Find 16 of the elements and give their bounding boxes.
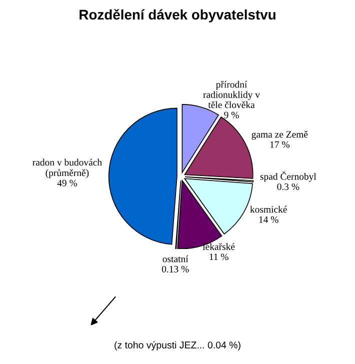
data-label: 17 % bbox=[270, 141, 290, 148]
slice-label: lékařské bbox=[202, 243, 235, 250]
data-label: 0.3 % bbox=[277, 183, 300, 190]
data-label: 49 % bbox=[57, 180, 78, 186]
data-label: 14 % bbox=[259, 216, 278, 223]
slice-label: kosmické bbox=[250, 206, 287, 213]
slice-label: gama ze Země bbox=[252, 130, 308, 140]
data-label: 0.13 % bbox=[162, 266, 189, 272]
slice-label: přírodní radionuklidy v těle člověka bbox=[203, 80, 260, 108]
data-label: 9 % bbox=[224, 112, 239, 118]
slice-label: ostatní bbox=[162, 255, 188, 262]
data-label: 11 % bbox=[210, 254, 228, 260]
text: (z toho výpusti JEZ... 0.04 %) bbox=[114, 341, 240, 350]
slice-label: radon v budovách (průměrně) bbox=[32, 158, 102, 178]
chart-title: Rozdělení dávek obyvatelstvu bbox=[80, 9, 276, 22]
slice-label: spad Černobyl bbox=[260, 171, 316, 182]
